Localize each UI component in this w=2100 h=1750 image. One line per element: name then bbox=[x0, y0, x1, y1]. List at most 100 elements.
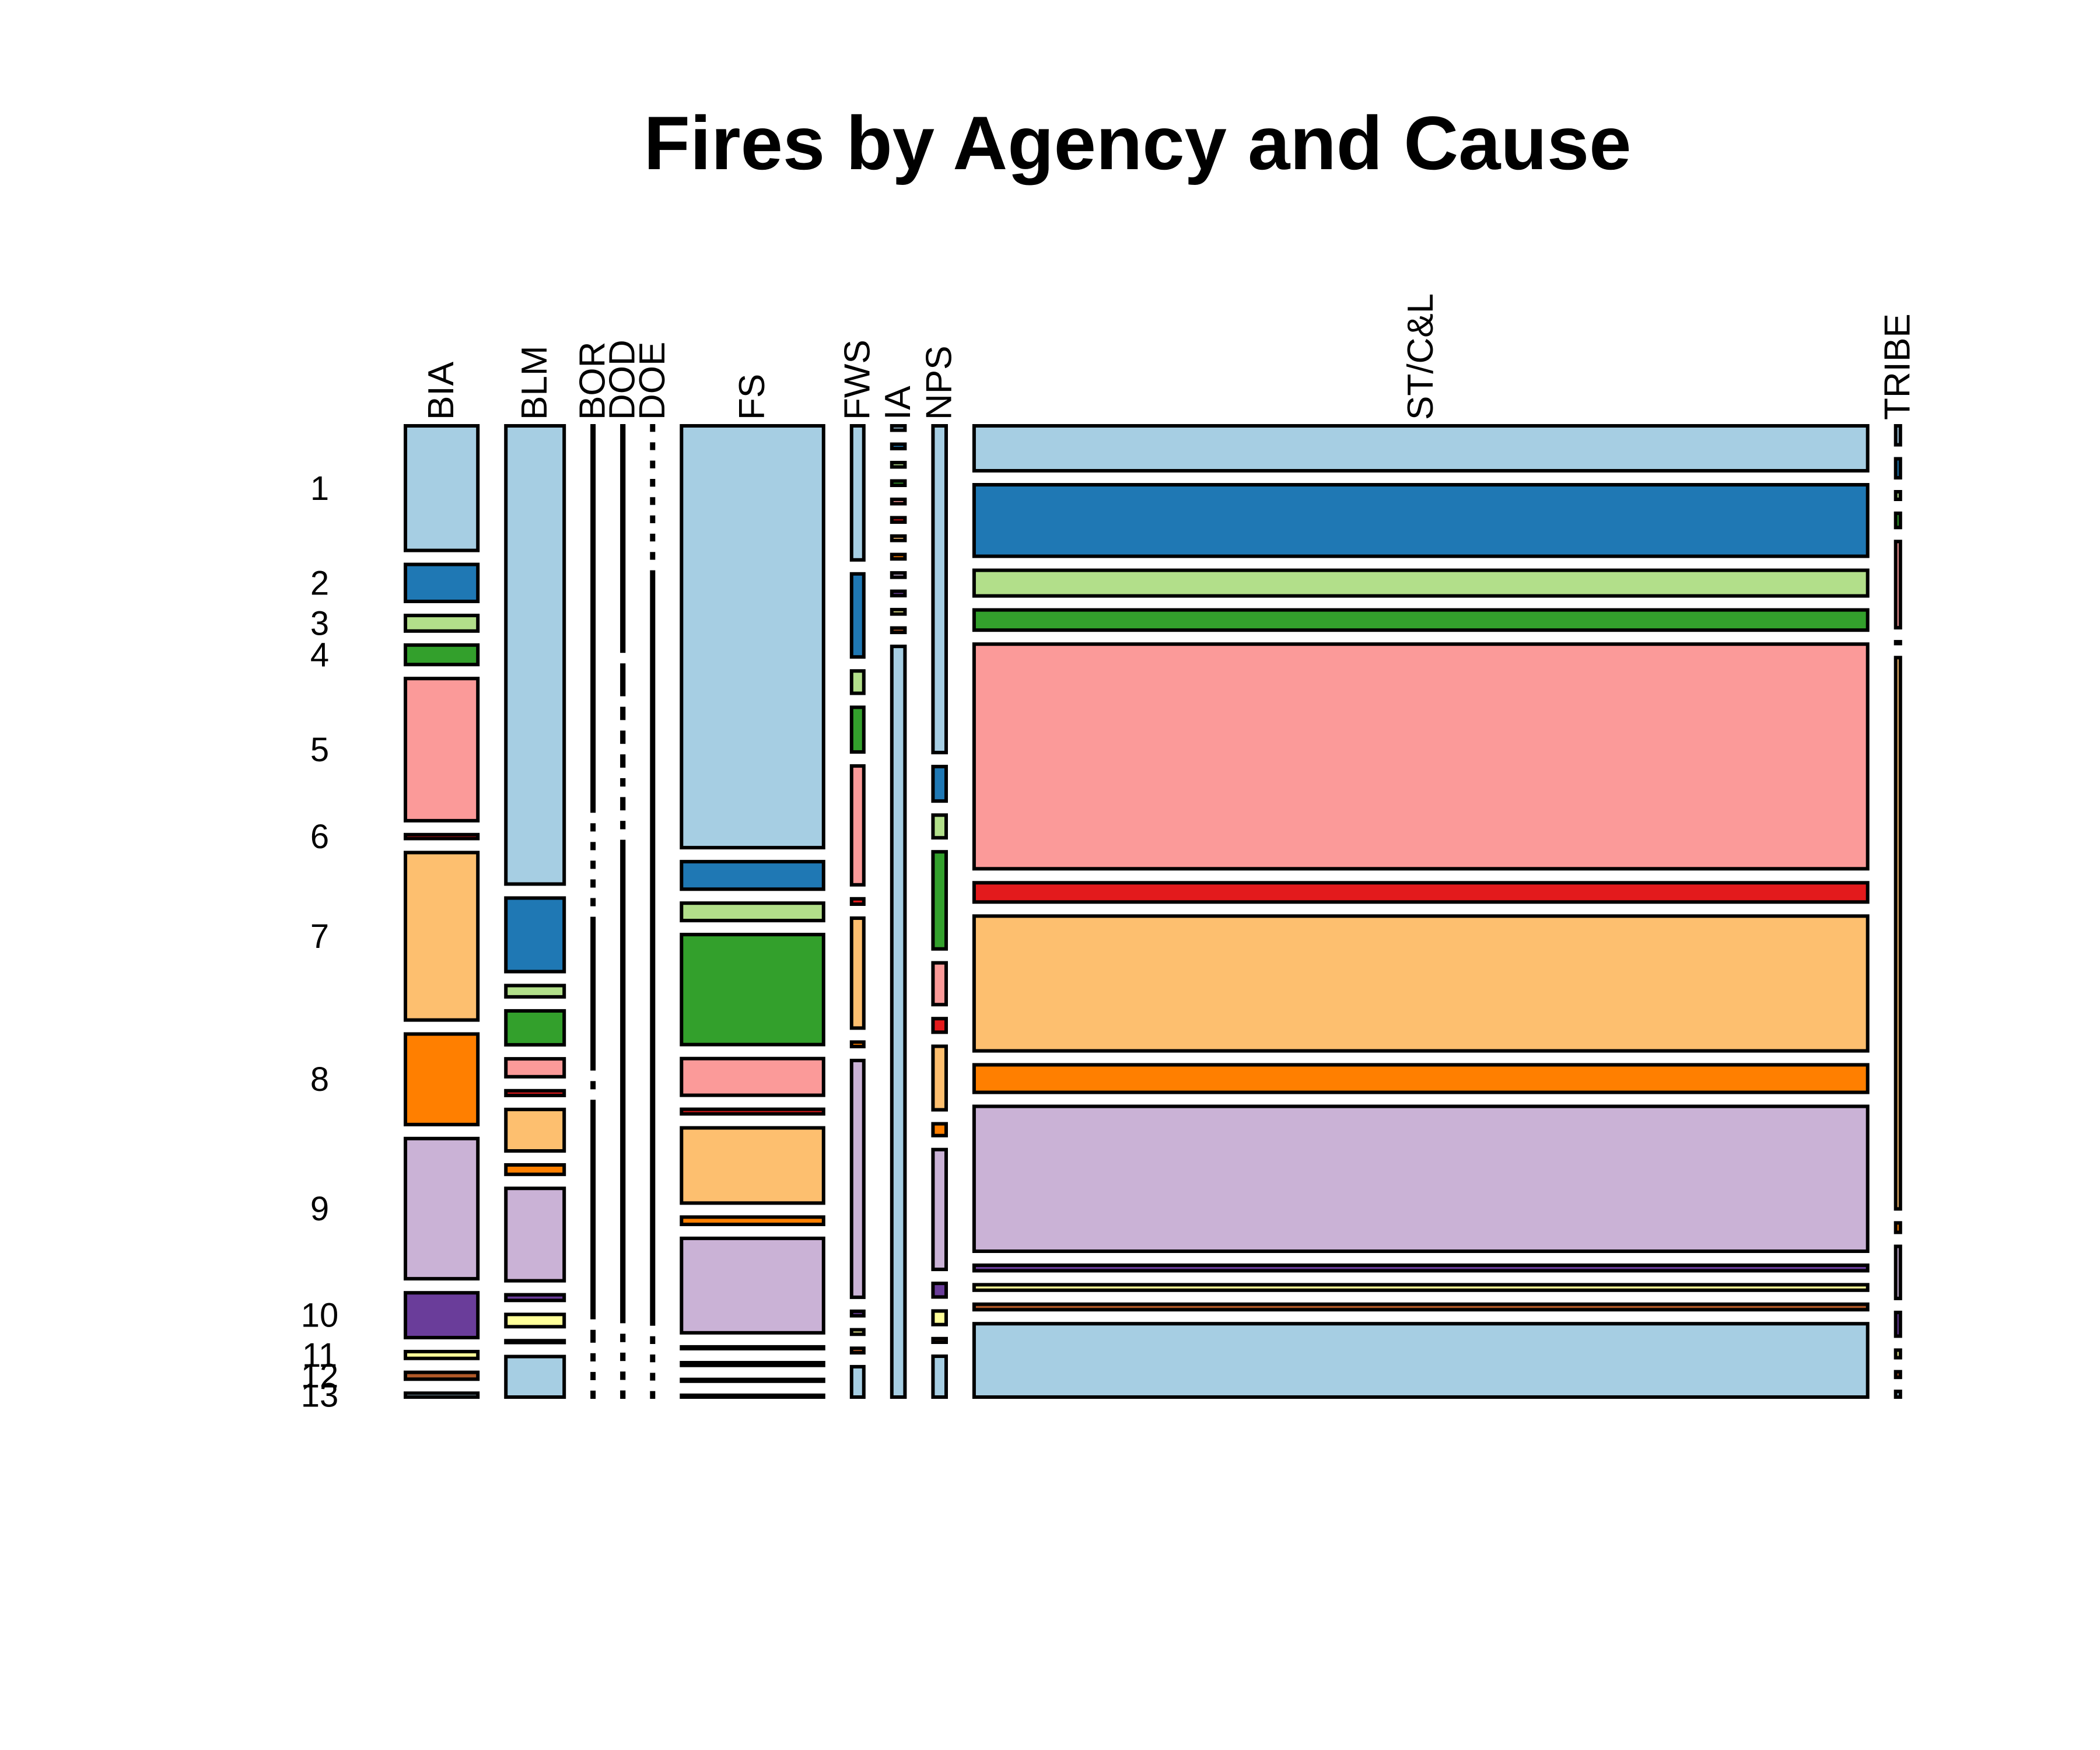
cause-label-8: 8 bbox=[310, 1060, 329, 1098]
tile-nps-cause-8 bbox=[931, 1122, 949, 1138]
tile-st-c-l-cause-9 bbox=[972, 1104, 1870, 1253]
cause-label-12: 12 bbox=[301, 1357, 339, 1395]
tile-ia-cause-13 bbox=[890, 645, 907, 1399]
tile-fws-cause-4 bbox=[849, 705, 866, 754]
tile-ia-cause-6 bbox=[890, 516, 907, 524]
tile-doe-cause-4 bbox=[650, 479, 656, 487]
tile-dod-cause-13 bbox=[620, 1390, 626, 1399]
agency-label-bor: BOR bbox=[573, 342, 613, 420]
tile-st-c-l-cause-10 bbox=[972, 1264, 1870, 1273]
tile-bor-cause-13 bbox=[590, 1390, 596, 1399]
tile-blm-cause-12 bbox=[504, 1339, 566, 1345]
tile-doe-cause-2 bbox=[650, 442, 656, 450]
tile-bia-cause-7 bbox=[404, 850, 480, 1022]
tile-dod-cause-4 bbox=[620, 730, 626, 744]
agency-label-blm: BLM bbox=[514, 346, 555, 420]
tile-nps-cause-11 bbox=[931, 1309, 949, 1326]
cause-label-1: 1 bbox=[310, 470, 329, 508]
tile-tribe-cause-1 bbox=[1894, 424, 1902, 447]
tile-bia-cause-2 bbox=[404, 562, 480, 603]
tile-doe-cause-5 bbox=[650, 497, 656, 505]
tile-bia-cause-13 bbox=[404, 1391, 480, 1399]
tile-tribe-cause-6 bbox=[1894, 640, 1902, 646]
tile-dod-cause-3 bbox=[620, 706, 626, 720]
tile-dod-cause-1 bbox=[620, 424, 626, 653]
agency-label-fws: FWS bbox=[837, 340, 877, 420]
tile-bor-cause-6 bbox=[590, 898, 596, 907]
agency-label-doe: DOE bbox=[632, 342, 673, 420]
agency-label-st-c-l: ST/C&L bbox=[1401, 293, 1441, 420]
tile-bor-cause-5 bbox=[590, 879, 596, 888]
agency-label-ia: IA bbox=[878, 386, 918, 420]
tile-st-c-l-cause-12 bbox=[972, 1302, 1870, 1312]
tile-nps-cause-9 bbox=[931, 1147, 949, 1272]
tile-st-c-l-cause-6 bbox=[972, 881, 1870, 904]
tile-st-c-l-cause-13 bbox=[972, 1322, 1870, 1399]
agency-label-nps: NPS bbox=[919, 346, 960, 420]
tile-fs-cause-9 bbox=[680, 1236, 825, 1335]
tile-dod-cause-7 bbox=[620, 797, 626, 811]
tile-fws-cause-7 bbox=[849, 916, 866, 1030]
tile-doe-cause-3 bbox=[650, 460, 656, 468]
agency-label-fs: FS bbox=[732, 374, 772, 420]
tile-bia-cause-11 bbox=[404, 1350, 480, 1360]
tile-bor-cause-2 bbox=[590, 823, 596, 832]
tile-ia-cause-10 bbox=[890, 589, 907, 598]
tile-fs-cause-8 bbox=[680, 1215, 825, 1226]
agency-label-tribe: TRIBE bbox=[1878, 313, 1918, 420]
tile-fs-cause-2 bbox=[680, 860, 825, 891]
tile-tribe-cause-4 bbox=[1894, 511, 1902, 530]
tile-fs-cause-4 bbox=[680, 933, 825, 1046]
tile-blm-cause-4 bbox=[504, 1009, 566, 1047]
tile-st-c-l-cause-11 bbox=[972, 1283, 1870, 1292]
tile-fws-cause-13 bbox=[849, 1364, 866, 1399]
tile-st-c-l-cause-5 bbox=[972, 642, 1870, 871]
tile-ia-cause-12 bbox=[890, 626, 907, 635]
tile-bia-cause-6 bbox=[404, 832, 480, 841]
tile-ia-cause-2 bbox=[890, 442, 907, 450]
tile-bor-cause-1 bbox=[590, 424, 596, 813]
tile-nps-cause-7 bbox=[931, 1044, 949, 1112]
tile-nps-cause-1 bbox=[931, 424, 949, 755]
tile-bia-cause-5 bbox=[404, 677, 480, 822]
tile-ia-cause-9 bbox=[890, 571, 907, 579]
tile-bia-cause-9 bbox=[404, 1136, 480, 1281]
tile-blm-cause-7 bbox=[504, 1107, 566, 1153]
tile-blm-cause-5 bbox=[504, 1057, 566, 1079]
tile-fs-cause-1 bbox=[680, 424, 825, 850]
tile-blm-cause-11 bbox=[504, 1312, 566, 1329]
cause-label-7: 7 bbox=[310, 918, 329, 956]
cause-label-11: 11 bbox=[302, 1336, 337, 1374]
tile-fws-cause-12 bbox=[849, 1346, 866, 1355]
tile-dod-cause-6 bbox=[620, 778, 626, 787]
tile-nps-cause-10 bbox=[931, 1282, 949, 1299]
tile-dod-cause-2 bbox=[620, 663, 626, 696]
tile-bor-cause-10 bbox=[590, 1329, 596, 1343]
tile-ia-cause-7 bbox=[890, 534, 907, 542]
tile-blm-cause-10 bbox=[504, 1293, 566, 1303]
tile-tribe-cause-11 bbox=[1894, 1348, 1902, 1360]
tile-doe-cause-12 bbox=[650, 1373, 656, 1381]
tile-tribe-cause-13 bbox=[1894, 1390, 1902, 1399]
tile-blm-cause-6 bbox=[504, 1088, 566, 1097]
cause-label-9: 9 bbox=[310, 1190, 329, 1228]
tile-tribe-cause-3 bbox=[1894, 490, 1902, 501]
tile-bia-cause-12 bbox=[404, 1370, 480, 1381]
tile-nps-cause-4 bbox=[931, 850, 949, 951]
tile-doe-cause-9 bbox=[650, 570, 656, 1326]
cause-label-13: 13 bbox=[301, 1377, 339, 1415]
tile-bor-cause-12 bbox=[590, 1371, 596, 1380]
tile-st-c-l-cause-1 bbox=[972, 424, 1870, 473]
cause-label-10: 10 bbox=[301, 1297, 339, 1335]
tile-st-c-l-cause-2 bbox=[972, 483, 1870, 558]
tile-doe-cause-10 bbox=[650, 1336, 656, 1344]
tile-doe-cause-11 bbox=[650, 1354, 656, 1363]
tile-ia-cause-8 bbox=[890, 552, 907, 561]
tile-ia-cause-11 bbox=[890, 608, 907, 616]
tile-bia-cause-3 bbox=[404, 614, 480, 633]
tile-fs-cause-12 bbox=[680, 1377, 825, 1383]
tile-fs-cause-10 bbox=[680, 1345, 825, 1350]
